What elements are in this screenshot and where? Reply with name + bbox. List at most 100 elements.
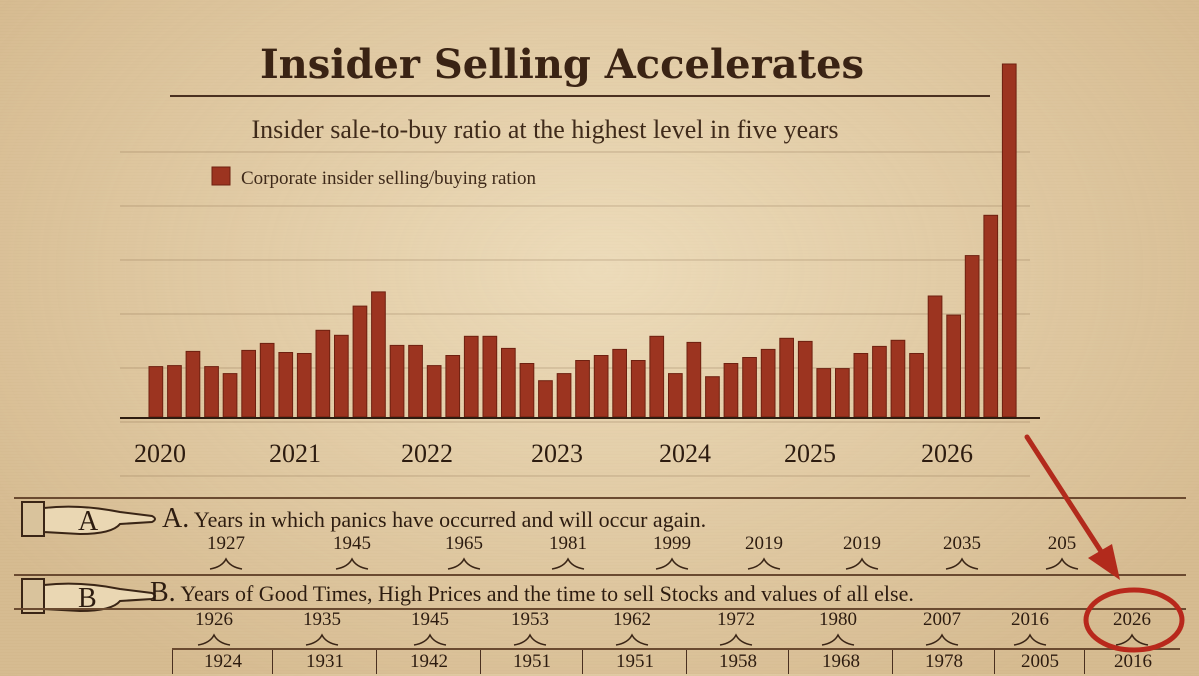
bar-group (148, 63, 1017, 418)
bar (463, 335, 479, 418)
x-tick-label: 2022 (401, 439, 453, 468)
bar (649, 335, 665, 418)
bar (835, 368, 850, 418)
row-b-bottom-year: 1951 (480, 648, 583, 674)
x-tick-label: 2024 (659, 439, 711, 468)
caret-icon (747, 557, 781, 570)
caret-icon (197, 633, 231, 646)
row-b-year: 1953 (511, 609, 549, 630)
bar (593, 355, 609, 418)
row-a-year: 2019 (745, 533, 783, 554)
row-b-year: 1972 (717, 609, 755, 630)
bar (426, 365, 442, 418)
bar (389, 344, 405, 418)
caret-icon (209, 557, 243, 570)
bar (575, 360, 590, 418)
bar (519, 363, 535, 418)
caret-icon (1045, 557, 1079, 570)
pointing-hand-icon-a: A (20, 498, 160, 545)
bar (482, 335, 498, 418)
bar (222, 373, 238, 418)
bar (723, 363, 739, 418)
x-tick-label: 2026 (921, 439, 973, 468)
bar (668, 373, 683, 418)
bottom-row-rule (172, 648, 1180, 650)
legend-swatch (211, 166, 231, 186)
bar (241, 349, 257, 418)
row-a-year: 1927 (207, 533, 245, 554)
bar (167, 365, 182, 418)
bar (964, 255, 980, 418)
bar (556, 373, 572, 418)
bar (946, 314, 961, 418)
legend-label: Corporate insider selling/buying ration (241, 168, 536, 189)
bar (816, 368, 832, 418)
caret-icon (655, 557, 689, 570)
row-a-year: 205 (1047, 533, 1077, 554)
row-b-year: 2007 (923, 609, 961, 630)
caret-icon (821, 633, 855, 646)
row-b-rule (14, 608, 1186, 610)
bar (630, 360, 646, 418)
caret-icon (925, 633, 959, 646)
row-b-heading-text: Years of Good Times, High Prices and the… (180, 581, 914, 606)
caret-icon (845, 557, 879, 570)
row-b-year: 1980 (819, 609, 857, 630)
row-a-heading: A. Years in which panics have occurred a… (162, 503, 706, 535)
bar (334, 334, 349, 418)
bar (890, 339, 906, 418)
bar (797, 340, 813, 418)
row-a-year: 2035 (943, 533, 981, 554)
bar (779, 337, 794, 418)
row-a-year: 2019 (843, 533, 881, 554)
row-b-bottom-year: 2016 (1084, 648, 1181, 674)
chart-subtitle: Insider sale-to-buy ratio at the highest… (252, 115, 839, 144)
row-b-heading: B. Years of Good Times, High Prices and … (150, 577, 914, 609)
bar (296, 353, 312, 418)
row-b-heading-letter: B. (150, 577, 176, 608)
bar (742, 357, 757, 418)
row-b-year: 2016 (1011, 609, 1049, 630)
caret-icon (615, 633, 649, 646)
bar (927, 295, 943, 418)
row-a-years: 1927 1945 1965 1981 1999 2019 2019 2035 205 (0, 533, 1199, 573)
x-tick-label: 2021 (269, 439, 321, 468)
row-b-bottom-years: 1924 1931 1942 1951 1951 1958 1968 1978 2005 2016 (0, 648, 1199, 674)
bar (705, 376, 720, 418)
row-b-year: 2026 (1113, 609, 1151, 630)
caret-icon (719, 633, 753, 646)
row-b-year: 1935 (303, 609, 341, 630)
bar (538, 380, 553, 418)
bar (315, 329, 331, 418)
row-a-year: 1945 (333, 533, 371, 554)
row-b-letter: B (78, 583, 97, 614)
bar (259, 342, 275, 418)
pointing-hand-icon-b: B (20, 575, 160, 622)
bar (204, 366, 219, 418)
row-a-heading-letter: A. (162, 503, 190, 534)
row-b-bottom-year: 1931 (272, 648, 377, 674)
bar (408, 344, 423, 418)
chart-title: Insider Selling Accelerates (260, 41, 864, 88)
row-a-rule (14, 574, 1186, 576)
caret-icon (1115, 633, 1149, 646)
row-a-year: 1981 (549, 533, 587, 554)
row-b-bottom-year: 2005 (994, 648, 1085, 674)
caret-icon (551, 557, 585, 570)
row-b-year: 1945 (411, 609, 449, 630)
gridlines (120, 151, 1030, 477)
row-b-bottom-year: 1924 (172, 648, 273, 674)
bar (760, 348, 776, 418)
bar (612, 348, 627, 418)
bar (371, 291, 386, 418)
bar (278, 352, 294, 418)
row-a-heading-text: Years in which panics have occurred and … (193, 507, 707, 532)
row-b-bottom-year: 1942 (376, 648, 481, 674)
bar (185, 350, 201, 418)
x-tick-label: 2025 (784, 439, 836, 468)
bar (1001, 63, 1017, 418)
row-b-bottom-year: 1951 (582, 648, 687, 674)
caret-icon (945, 557, 979, 570)
row-a-letter: A (78, 506, 99, 537)
